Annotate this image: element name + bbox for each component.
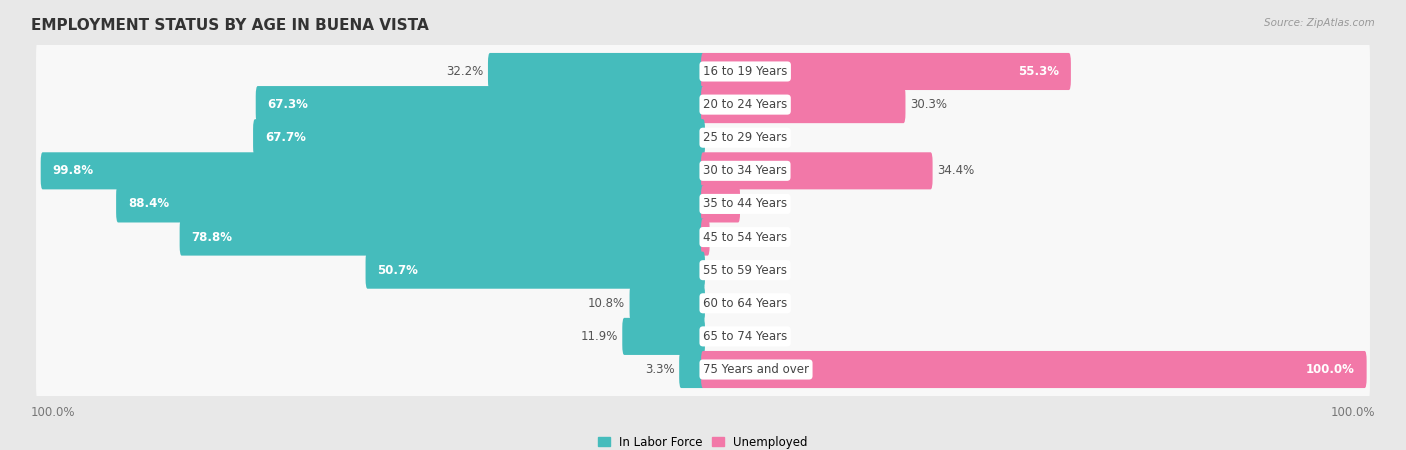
Text: 55 to 59 Years: 55 to 59 Years	[703, 264, 787, 277]
Text: 100.0%: 100.0%	[31, 405, 76, 418]
Text: 5.3%: 5.3%	[745, 198, 775, 211]
Text: 10.8%: 10.8%	[588, 297, 624, 310]
FancyBboxPatch shape	[37, 229, 1369, 311]
Text: 75 Years and over: 75 Years and over	[703, 363, 808, 376]
Text: 35 to 44 Years: 35 to 44 Years	[703, 198, 787, 211]
FancyBboxPatch shape	[702, 53, 1071, 90]
Text: 25 to 29 Years: 25 to 29 Years	[703, 131, 787, 144]
FancyBboxPatch shape	[702, 152, 932, 189]
Text: 0.7%: 0.7%	[714, 230, 744, 243]
FancyBboxPatch shape	[37, 295, 1369, 378]
FancyBboxPatch shape	[37, 130, 1369, 212]
FancyBboxPatch shape	[117, 185, 704, 222]
Text: 55.3%: 55.3%	[1018, 65, 1059, 78]
Text: Source: ZipAtlas.com: Source: ZipAtlas.com	[1264, 18, 1375, 28]
FancyBboxPatch shape	[37, 163, 1369, 245]
Text: 99.8%: 99.8%	[52, 164, 94, 177]
Text: 88.4%: 88.4%	[128, 198, 169, 211]
Text: 3.3%: 3.3%	[645, 363, 675, 376]
Text: 78.8%: 78.8%	[191, 230, 232, 243]
FancyBboxPatch shape	[41, 152, 704, 189]
FancyBboxPatch shape	[488, 53, 704, 90]
Text: EMPLOYMENT STATUS BY AGE IN BUENA VISTA: EMPLOYMENT STATUS BY AGE IN BUENA VISTA	[31, 18, 429, 33]
FancyBboxPatch shape	[679, 351, 704, 388]
Text: 67.7%: 67.7%	[264, 131, 307, 144]
Text: 65 to 74 Years: 65 to 74 Years	[703, 330, 787, 343]
FancyBboxPatch shape	[37, 31, 1369, 112]
Text: 67.3%: 67.3%	[267, 98, 308, 111]
FancyBboxPatch shape	[702, 185, 740, 222]
Text: 30 to 34 Years: 30 to 34 Years	[703, 164, 787, 177]
FancyBboxPatch shape	[366, 252, 704, 289]
FancyBboxPatch shape	[702, 219, 710, 256]
FancyBboxPatch shape	[180, 219, 704, 256]
FancyBboxPatch shape	[253, 119, 704, 156]
FancyBboxPatch shape	[37, 97, 1369, 179]
Legend: In Labor Force, Unemployed: In Labor Force, Unemployed	[593, 431, 813, 450]
Text: 100.0%: 100.0%	[1330, 405, 1375, 418]
Text: 60 to 64 Years: 60 to 64 Years	[703, 297, 787, 310]
FancyBboxPatch shape	[702, 86, 905, 123]
FancyBboxPatch shape	[37, 196, 1369, 278]
FancyBboxPatch shape	[623, 318, 704, 355]
FancyBboxPatch shape	[37, 63, 1369, 146]
FancyBboxPatch shape	[37, 262, 1369, 344]
Text: 100.0%: 100.0%	[1306, 363, 1355, 376]
Text: 20 to 24 Years: 20 to 24 Years	[703, 98, 787, 111]
FancyBboxPatch shape	[630, 285, 704, 322]
FancyBboxPatch shape	[702, 351, 1367, 388]
Text: 30.3%: 30.3%	[910, 98, 948, 111]
Text: 45 to 54 Years: 45 to 54 Years	[703, 230, 787, 243]
Text: 34.4%: 34.4%	[938, 164, 974, 177]
Text: 32.2%: 32.2%	[446, 65, 484, 78]
Text: 50.7%: 50.7%	[377, 264, 419, 277]
Text: 16 to 19 Years: 16 to 19 Years	[703, 65, 787, 78]
Text: 11.9%: 11.9%	[581, 330, 617, 343]
FancyBboxPatch shape	[256, 86, 704, 123]
FancyBboxPatch shape	[37, 328, 1369, 410]
